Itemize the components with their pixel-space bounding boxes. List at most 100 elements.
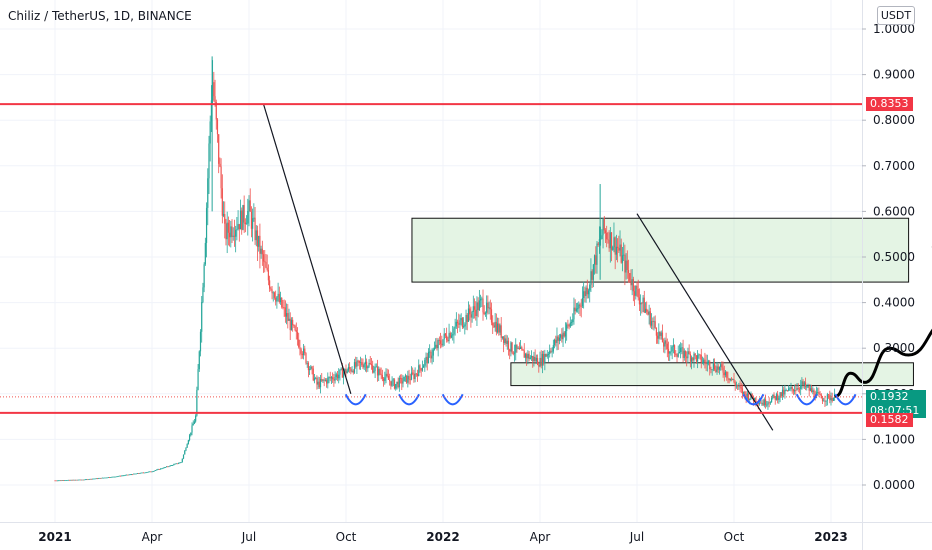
candle-body	[93, 478, 95, 480]
candle-body	[313, 378, 316, 381]
candle-body	[495, 321, 497, 333]
candle-body	[769, 402, 771, 404]
candle-body	[721, 364, 723, 368]
chart-grid	[0, 0, 862, 522]
candle-body	[824, 400, 826, 402]
candle-body	[419, 365, 421, 369]
candle-body	[55, 480, 57, 482]
candle-body	[672, 345, 674, 347]
candle-body	[390, 381, 392, 386]
candle-body	[613, 237, 615, 248]
candle-body	[231, 226, 233, 237]
candle-body	[249, 200, 251, 212]
candle-body	[649, 311, 651, 326]
candle-body	[728, 378, 730, 381]
candle-body	[347, 367, 350, 371]
candle-body	[453, 328, 455, 335]
candle-body	[580, 305, 582, 307]
candle-body	[704, 359, 706, 362]
candle-body	[527, 353, 529, 359]
candle-body	[66, 480, 68, 481]
candle-body	[800, 384, 802, 390]
candle-body	[614, 237, 616, 255]
candle-body	[677, 353, 679, 357]
candle-body	[543, 353, 545, 364]
candle-body	[593, 255, 596, 265]
candle-body	[686, 356, 688, 359]
level-badge-bottom: 0.1582	[866, 412, 913, 427]
candle-body	[397, 381, 399, 388]
candle-body	[539, 357, 541, 367]
candle-body	[629, 273, 631, 281]
candle-body	[538, 365, 540, 367]
candle-body	[551, 351, 553, 353]
candle-body	[84, 479, 86, 481]
candle-body	[530, 355, 533, 358]
candle-body	[185, 447, 187, 451]
currency-button[interactable]: USDT	[877, 6, 915, 25]
candle-body	[812, 390, 814, 393]
candle-body	[758, 402, 761, 405]
y-tick-label: 0.7000	[873, 159, 915, 173]
candle-body	[754, 397, 756, 401]
candle-body	[157, 469, 159, 470]
candle-body	[306, 363, 308, 364]
candle-body	[741, 388, 744, 394]
candle-body	[264, 261, 266, 263]
horizontal-levels	[0, 103, 862, 414]
candle-body	[598, 239, 601, 245]
candle-body	[755, 397, 757, 403]
candle-body	[329, 377, 331, 379]
candle-body	[724, 371, 727, 376]
candle-body	[804, 382, 807, 388]
candle-body	[178, 463, 180, 464]
candle-body	[727, 377, 729, 379]
candle-body	[715, 369, 717, 372]
candle-body	[395, 384, 397, 389]
candle-body	[784, 390, 786, 395]
y-tick-label: 0.0000	[873, 478, 915, 492]
candle-body	[184, 450, 186, 455]
candle-body	[300, 349, 302, 354]
bottom-arc	[398, 393, 420, 406]
candle-body	[203, 264, 205, 288]
candle-body	[684, 350, 687, 357]
candle-body	[367, 366, 369, 369]
candle-body	[682, 347, 684, 358]
candle-body	[575, 308, 577, 312]
candle-body	[161, 468, 163, 470]
candle-body	[579, 304, 581, 306]
candle-body	[219, 163, 221, 167]
symbol-title: Chiliz / TetherUS, 1D, BINANCE	[8, 9, 192, 23]
candle-body	[310, 366, 312, 370]
candle-body	[618, 247, 620, 251]
candle-body	[549, 350, 551, 354]
candle-body	[130, 474, 132, 476]
candle-body	[162, 468, 164, 469]
candle-body	[601, 235, 603, 239]
candle-body	[747, 393, 750, 401]
candle-body	[595, 255, 597, 265]
candle-body	[202, 287, 204, 303]
candle-body	[700, 354, 702, 363]
y-tick-label: 0.8000	[873, 113, 915, 127]
candle-body	[772, 394, 774, 399]
candle-body	[716, 366, 718, 372]
candle-body	[258, 235, 260, 247]
candle-body	[596, 243, 598, 265]
candle-body	[499, 325, 501, 333]
candle-body	[671, 346, 673, 352]
candle-body	[534, 356, 536, 362]
candle-body	[492, 322, 494, 326]
candle-body	[455, 321, 457, 327]
candle-body	[242, 205, 244, 230]
candle-body	[298, 339, 300, 348]
candle-body	[791, 387, 793, 390]
candle-body	[288, 318, 290, 321]
candle-body	[775, 394, 778, 400]
candle-body	[387, 376, 390, 380]
candle-body	[70, 479, 72, 481]
candle-body	[236, 228, 238, 230]
candle-body	[144, 472, 146, 474]
candle-body	[412, 372, 414, 374]
